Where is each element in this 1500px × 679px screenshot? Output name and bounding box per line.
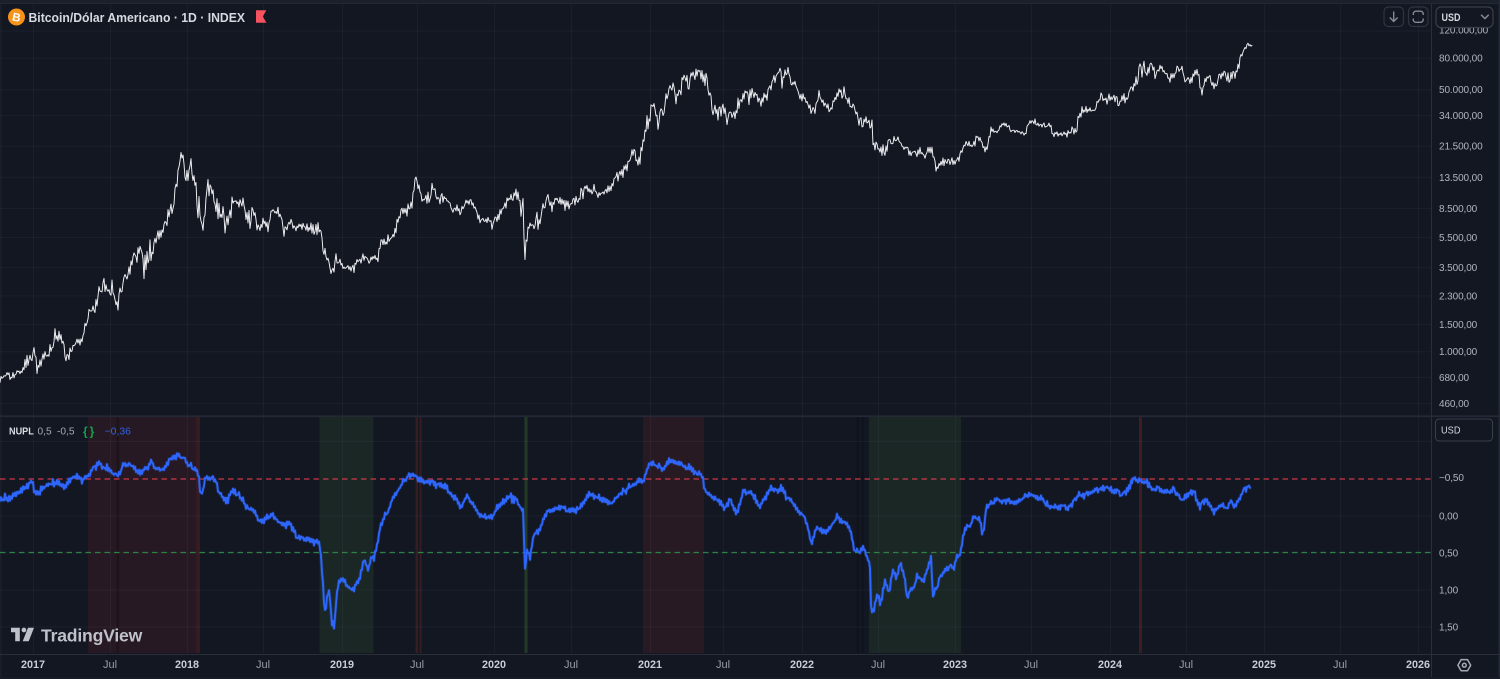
svg-text:NUPL: NUPL — [9, 427, 34, 438]
svg-text:34.000,00: 34.000,00 — [1439, 111, 1483, 122]
svg-text:0,00: 0,00 — [1439, 511, 1459, 522]
svg-text:1.500,00: 1.500,00 — [1439, 320, 1478, 331]
svg-text:Jul: Jul — [1024, 659, 1038, 671]
svg-text:2024: 2024 — [1098, 659, 1122, 671]
svg-text:{ }: { } — [83, 425, 95, 439]
svg-text:3.500,00: 3.500,00 — [1439, 263, 1478, 274]
svg-text:B: B — [11, 11, 22, 24]
svg-text:0,50: 0,50 — [1439, 548, 1459, 559]
svg-text:Jul: Jul — [256, 659, 270, 671]
svg-text:Jul: Jul — [1179, 659, 1193, 671]
svg-text:USD: USD — [1442, 12, 1461, 24]
svg-text:21.500,00: 21.500,00 — [1439, 142, 1483, 153]
svg-text:USD: USD — [1441, 425, 1461, 437]
svg-text:−0,36: −0,36 — [105, 427, 132, 438]
svg-text:2021: 2021 — [638, 659, 662, 671]
svg-text:Jul: Jul — [103, 659, 117, 671]
svg-text:Jul: Jul — [716, 659, 730, 671]
svg-text:Jul: Jul — [1333, 659, 1347, 671]
svg-text:50.000,00: 50.000,00 — [1439, 85, 1483, 96]
svg-text:1.000,00: 1.000,00 — [1439, 347, 1478, 358]
svg-text:−0,50: −0,50 — [1439, 473, 1464, 484]
svg-text:120.000,00: 120.000,00 — [1439, 25, 1489, 36]
svg-text:Jul: Jul — [871, 659, 885, 671]
svg-text:2019: 2019 — [330, 659, 354, 671]
svg-text:Bitcoin/Dólar Americano · 1D ·: Bitcoin/Dólar Americano · 1D · INDEX — [29, 10, 246, 25]
svg-text:-0,5: -0,5 — [57, 427, 75, 438]
svg-text:8.500,00: 8.500,00 — [1439, 204, 1478, 215]
svg-text:Jul: Jul — [564, 659, 578, 671]
svg-text:0,5: 0,5 — [38, 427, 52, 438]
svg-text:2025: 2025 — [1252, 659, 1276, 671]
svg-text:460,00: 460,00 — [1439, 399, 1470, 410]
svg-text:2022: 2022 — [790, 659, 814, 671]
svg-text:80.000,00: 80.000,00 — [1439, 54, 1483, 65]
svg-text:2020: 2020 — [482, 659, 506, 671]
svg-text:5.500,00: 5.500,00 — [1439, 233, 1478, 244]
svg-text:2.300,00: 2.300,00 — [1439, 291, 1478, 302]
svg-text:1,00: 1,00 — [1439, 585, 1459, 596]
svg-text:2018: 2018 — [175, 659, 199, 671]
svg-text:2023: 2023 — [943, 659, 967, 671]
svg-text:Jul: Jul — [410, 659, 424, 671]
svg-text:1,50: 1,50 — [1439, 622, 1459, 633]
svg-text:2026: 2026 — [1406, 659, 1430, 671]
svg-text:2017: 2017 — [21, 659, 45, 671]
svg-text:TradingView: TradingView — [41, 626, 143, 646]
svg-text:13.500,00: 13.500,00 — [1439, 173, 1483, 184]
svg-text:680,00: 680,00 — [1439, 373, 1470, 384]
